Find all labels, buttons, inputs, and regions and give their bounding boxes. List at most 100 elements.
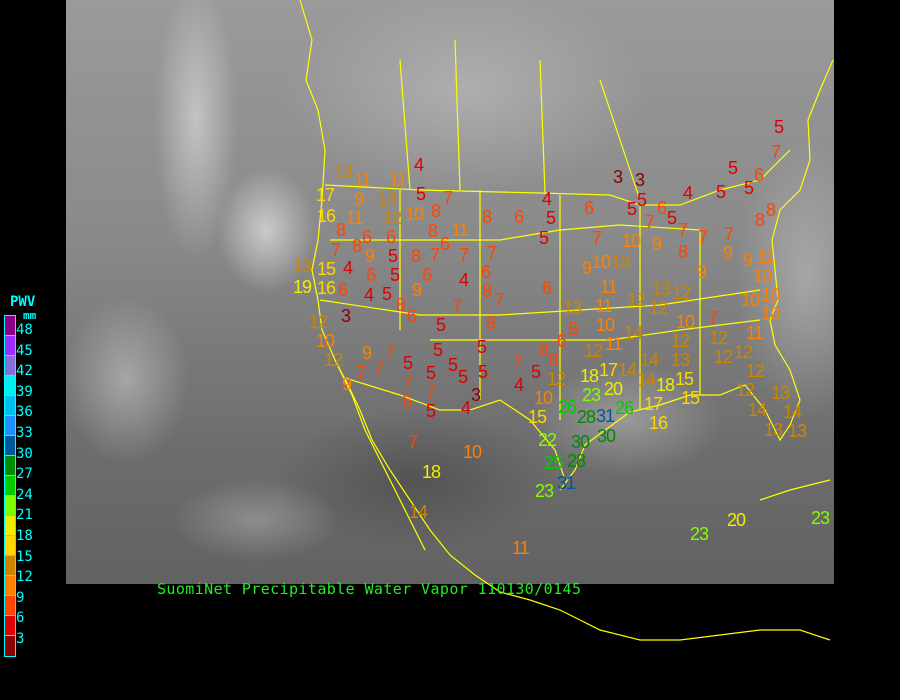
station-pwv-value: 9 xyxy=(362,343,372,363)
station-pwv-value: 12 xyxy=(672,283,691,303)
station-pwv-value: 3 xyxy=(635,170,645,190)
west-coastline xyxy=(299,0,831,641)
station-pwv-value: 6 xyxy=(440,234,450,254)
station-pwv-value: 6 xyxy=(542,278,552,298)
station-pwv-value: 12 xyxy=(709,328,728,348)
color-scale-segment xyxy=(5,376,15,396)
station-pwv-value: 6 xyxy=(407,306,417,326)
station-pwv-value: 5 xyxy=(433,340,443,360)
station-pwv-value: 14 xyxy=(618,360,637,380)
station-pwv-value: 5 xyxy=(539,228,549,248)
station-pwv-value: 5 xyxy=(627,199,637,219)
station-pwv-value: 11 xyxy=(595,296,613,316)
station-pwv-value: 15 xyxy=(528,407,547,427)
station-pwv-value: 9 xyxy=(697,262,707,282)
station-pwv-value: 5 xyxy=(448,355,458,375)
station-pwv-value: 18 xyxy=(422,462,441,482)
station-pwv-value: 20 xyxy=(604,379,623,399)
station-pwv-value: 17 xyxy=(316,185,335,205)
station-pwv-value: 19 xyxy=(293,277,312,297)
station-pwv-value: 5 xyxy=(716,182,726,202)
station-pwv-value: 5 xyxy=(667,208,677,228)
station-pwv-value: 5 xyxy=(390,265,400,285)
color-scale-tick-label: 27 xyxy=(16,466,33,483)
station-pwv-value: 7 xyxy=(430,245,440,265)
station-pwv-value: 14 xyxy=(409,502,428,522)
station-pwv-value: 5 xyxy=(426,401,436,421)
color-scale-tick-label: 3 xyxy=(16,631,25,647)
color-scale-tick-label: 9 xyxy=(16,589,25,606)
station-pwv-value: 12 xyxy=(734,342,753,362)
color-scale-tick-label: 45 xyxy=(16,342,33,359)
station-pwv-value: 10 xyxy=(463,442,482,462)
station-pwv-value: 28 xyxy=(577,407,596,427)
station-pwv-value: 7 xyxy=(487,243,497,263)
station-pwv-value: 11 xyxy=(746,323,764,343)
station-pwv-value: 13 xyxy=(788,421,807,441)
color-scale-segment xyxy=(5,496,15,516)
color-scale-segment xyxy=(5,456,15,476)
station-pwv-value: 7 xyxy=(724,224,734,244)
station-pwv-value: 8 xyxy=(428,221,438,241)
color-scale-tick-label: 42 xyxy=(16,363,33,380)
station-pwv-value: 23 xyxy=(811,508,830,528)
station-pwv-value: 13 xyxy=(771,383,790,403)
station-pwv-value: 8 xyxy=(549,350,559,370)
station-pwv-value: 15 xyxy=(317,259,336,279)
station-pwv-value: 5 xyxy=(478,362,488,382)
color-scale-segment xyxy=(5,436,15,456)
station-pwv-value: 16 xyxy=(649,413,668,433)
station-pwv-value: 5 xyxy=(426,363,436,383)
color-scale-tick-label: 18 xyxy=(16,528,33,544)
color-scale-segment xyxy=(5,336,15,356)
station-pwv-value: 12 xyxy=(649,298,668,318)
station-pwv-value: 12 xyxy=(324,350,343,370)
color-scale-segment xyxy=(5,396,15,416)
station-pwv-value: 28 xyxy=(567,451,586,471)
station-pwv-value: 5 xyxy=(416,184,426,204)
station-pwv-value: 7 xyxy=(513,352,523,372)
color-scale-tick-label: 48 xyxy=(16,322,33,338)
station-pwv-value: 26 xyxy=(558,397,577,417)
color-scale-bar xyxy=(4,315,16,657)
station-pwv-value: 5 xyxy=(388,246,398,266)
station-pwv-value: 7 xyxy=(403,372,413,392)
station-pwv-value: 10 xyxy=(592,252,611,272)
station-pwv-value: 5 xyxy=(744,178,754,198)
station-pwv-value: 31 xyxy=(596,406,615,426)
station-pwv-value: 11 xyxy=(451,220,469,240)
station-pwv-value: 9 xyxy=(582,258,592,278)
station-pwv-value: 7 xyxy=(331,240,341,260)
map-caption: SuomiNet Precipitable Water Vapor 110130… xyxy=(157,580,582,598)
station-pwv-value: 13 xyxy=(671,350,690,370)
legend-title: PWV xyxy=(10,294,36,310)
station-pwv-value: 10 xyxy=(622,231,641,251)
station-pwv-value: 4 xyxy=(414,155,424,175)
station-pwv-value: 14 xyxy=(624,323,643,343)
station-pwv-value: 6 xyxy=(657,198,667,218)
station-pwv-value: 13 xyxy=(293,256,312,276)
station-pwv-value: 20 xyxy=(727,510,746,530)
station-pwv-value: 13 xyxy=(764,420,783,440)
station-pwv-value: 3 xyxy=(341,306,351,326)
station-pwv-value: 25 xyxy=(544,453,563,473)
station-pwv-value: 13 xyxy=(611,252,630,272)
station-pwv-value: 9 xyxy=(412,280,422,300)
color-scale-segment xyxy=(5,356,15,376)
color-scale-tick-label: 12 xyxy=(16,569,33,586)
station-pwv-value: 11 xyxy=(605,334,623,354)
color-scale-segment xyxy=(5,476,15,496)
station-pwv-value: 9 xyxy=(743,250,753,270)
color-scale-tick-label: 21 xyxy=(16,507,33,524)
station-pwv-value: 23 xyxy=(582,385,601,405)
station-pwv-value: 7 xyxy=(443,188,453,208)
station-pwv-value: 23 xyxy=(690,524,709,544)
color-scale-segment xyxy=(5,556,15,576)
station-pwv-value: 8 xyxy=(411,246,421,266)
station-pwv-value: 6 xyxy=(366,265,376,285)
station-pwv-value: 9 xyxy=(365,246,375,266)
station-pwv-value: 8 xyxy=(431,201,441,221)
station-pwv-value: 12 xyxy=(671,331,690,351)
station-pwv-value: 11 xyxy=(600,277,618,297)
